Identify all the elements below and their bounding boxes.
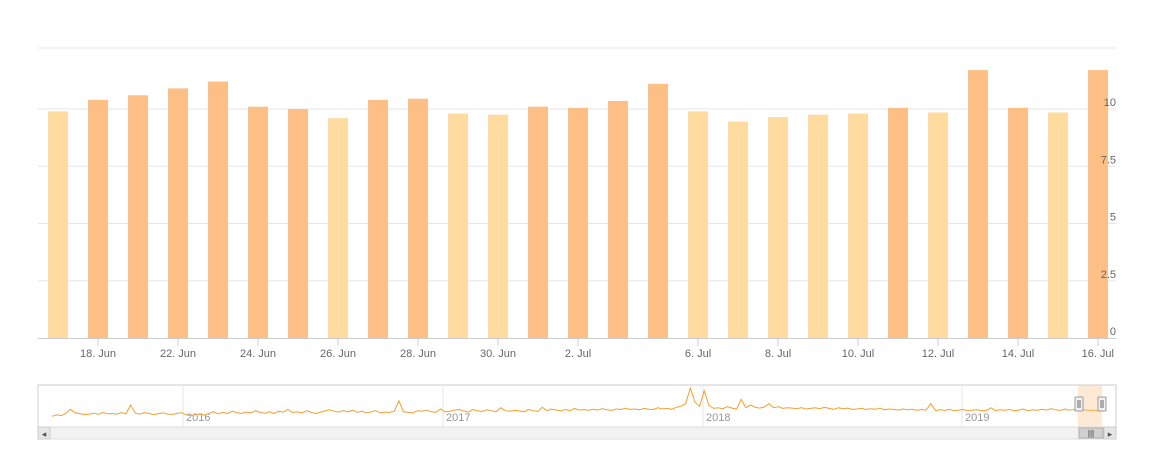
bar (728, 121, 748, 338)
bar (1048, 112, 1068, 338)
y-tick-label: 5 (1110, 212, 1116, 224)
bar (888, 107, 908, 338)
x-tick-label: 24. Jun (240, 348, 276, 360)
bar (368, 99, 388, 338)
grip-icon: ||| (1088, 429, 1094, 438)
bar (208, 81, 228, 339)
navigator-year-label: 2019 (965, 412, 989, 424)
bar-series (48, 70, 1108, 339)
scroll-right-button[interactable] (1103, 426, 1117, 440)
bar (128, 95, 148, 338)
scrollbar-track[interactable] (37, 426, 1117, 440)
bar (88, 99, 108, 338)
bar (968, 70, 988, 338)
bar (1088, 70, 1108, 338)
y-tick-label: 2.5 (1101, 269, 1116, 281)
navigator-year-label: 2017 (446, 412, 470, 424)
bar (768, 117, 788, 338)
bar (608, 100, 628, 338)
bar (168, 88, 188, 338)
navigator[interactable]: 2016 2017 2018 2019 (37, 384, 1117, 428)
x-tick-label: 28. Jun (400, 348, 436, 360)
bar (648, 83, 668, 338)
x-tick-label: 26. Jun (320, 348, 356, 360)
x-tick-label: 2. Jul (565, 348, 591, 360)
navigator-handle-right[interactable] (1097, 396, 1107, 412)
bar (1008, 107, 1028, 338)
x-tick-label: 16. Jul (1082, 348, 1114, 360)
arrow-right-icon: ▸ (1108, 429, 1113, 439)
y-tick-label: 10 (1104, 97, 1116, 109)
y-tick-label: 7.5 (1101, 154, 1116, 166)
bar (848, 113, 868, 338)
scrollbar-thumb[interactable] (1078, 427, 1104, 439)
bar (688, 111, 708, 338)
x-tick-label: 30. Jun (480, 348, 516, 360)
bar (568, 107, 588, 338)
bar (328, 118, 348, 338)
bar (928, 112, 948, 338)
axes: 0 2.5 5 7.5 10 18. Jun 22. Jun 24. Jun 26. Jun 28… (38, 97, 1116, 360)
navigator-series-line (51, 386, 1103, 417)
bar (488, 114, 508, 338)
scrollbar[interactable]: ◂ ▸ ||| (37, 426, 1117, 440)
bar (528, 106, 548, 339)
x-tick-label: 10. Jul (842, 348, 874, 360)
bar (808, 114, 828, 338)
bar (288, 109, 308, 338)
bar (448, 113, 468, 338)
x-tick-label: 18. Jun (80, 348, 116, 360)
scroll-left-button[interactable] (37, 426, 51, 440)
y-tick-label: 0 (1110, 326, 1116, 338)
x-tick-label: 12. Jul (922, 348, 954, 360)
navigator-handle-left[interactable] (1074, 396, 1084, 412)
bar (408, 98, 428, 338)
navigator-frame (37, 384, 1117, 428)
x-tick-label: 14. Jul (1002, 348, 1034, 360)
bar (48, 111, 68, 338)
arrow-left-icon: ◂ (42, 429, 47, 439)
navigator-year-label: 2018 (706, 412, 730, 424)
x-tick-label: 22. Jun (160, 348, 196, 360)
x-tick-label: 8. Jul (765, 348, 791, 360)
x-tick-label: 6. Jul (685, 348, 711, 360)
bar (248, 106, 268, 339)
